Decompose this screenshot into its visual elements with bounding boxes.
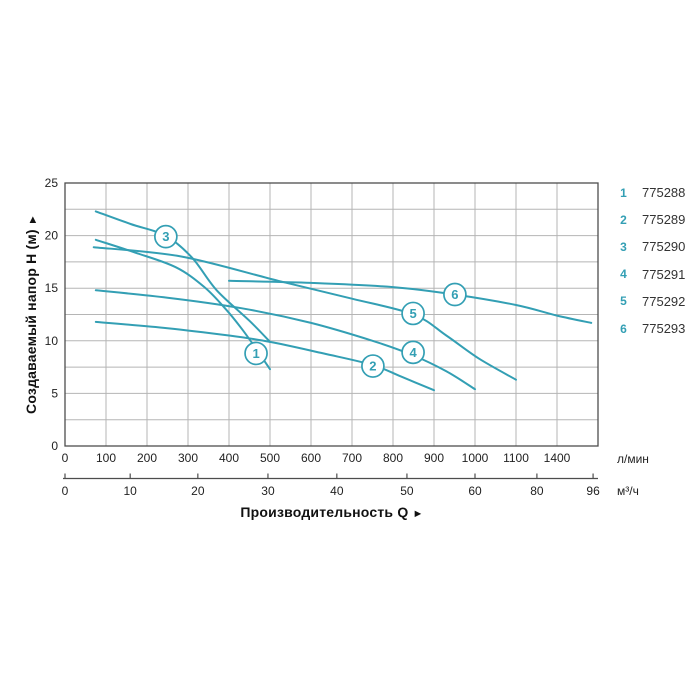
- svg-text:10: 10: [45, 334, 59, 348]
- legend-model: 775291: [642, 266, 686, 282]
- svg-text:200: 200: [137, 451, 157, 465]
- legend-model: 775290: [642, 239, 686, 255]
- y-axis-title: Создаваемый напор H (м) ►: [23, 214, 39, 414]
- svg-text:20: 20: [191, 484, 205, 498]
- svg-text:80: 80: [530, 484, 544, 498]
- x-axis-arrow-icon: ►: [412, 508, 424, 520]
- legend-number-badge: 6: [613, 318, 634, 340]
- chart-border: [64, 182, 599, 447]
- svg-text:5: 5: [409, 306, 416, 321]
- legend-number-badge: 3: [613, 236, 634, 258]
- legend-item-775291: 4 775291: [613, 261, 685, 288]
- svg-text:60: 60: [468, 484, 482, 498]
- curve-775291: [94, 289, 476, 391]
- x-axis-m3h: 0 10 20 30 40 50 60 80 96: [62, 473, 600, 498]
- x-axis-unit-lmin: л/мин: [617, 452, 649, 466]
- x-axis-title-text: Производительность Q: [240, 504, 409, 520]
- svg-text:6: 6: [451, 287, 458, 302]
- curve-label-5: 5: [401, 301, 425, 326]
- svg-text:2: 2: [369, 359, 376, 374]
- curve-775290: [94, 210, 271, 343]
- svg-text:0: 0: [62, 451, 69, 465]
- svg-text:800: 800: [383, 451, 403, 465]
- svg-text:50: 50: [400, 484, 414, 498]
- curve-775292: [92, 246, 517, 381]
- y-axis-ticks: 0 5 10 15 20 25: [45, 176, 59, 453]
- curve-label-4: 4: [401, 340, 425, 365]
- svg-text:1400: 1400: [544, 451, 571, 465]
- svg-text:1000: 1000: [462, 451, 489, 465]
- svg-text:30: 30: [261, 484, 275, 498]
- y-axis-arrow-icon: ►: [27, 214, 39, 226]
- svg-text:5: 5: [51, 386, 58, 400]
- legend-number-badge: 5: [613, 290, 634, 312]
- svg-text:300: 300: [178, 451, 198, 465]
- svg-text:0: 0: [62, 484, 69, 498]
- svg-text:700: 700: [342, 451, 362, 465]
- curve-label-6: 6: [443, 282, 467, 307]
- svg-text:1100: 1100: [503, 451, 529, 465]
- legend-number-badge: 4: [613, 263, 634, 285]
- y-axis-title-text: Создаваемый напор H (м): [23, 229, 39, 414]
- svg-text:40: 40: [330, 484, 344, 498]
- svg-text:1: 1: [252, 346, 259, 361]
- svg-text:4: 4: [409, 345, 417, 360]
- legend-item-775289: 2 775289: [613, 206, 685, 233]
- legend: 1 775288 2 775289 3 775290 4 775291 5 775292 6 7752…: [613, 179, 685, 342]
- legend-number-badge: 1: [613, 182, 634, 204]
- legend-item-775290: 3 775290: [613, 233, 685, 260]
- legend-model: 775288: [642, 185, 686, 201]
- svg-text:20: 20: [45, 229, 59, 243]
- svg-text:25: 25: [45, 176, 59, 190]
- x-axis-unit-m3h: м³/ч: [617, 484, 639, 498]
- svg-text:15: 15: [45, 281, 59, 295]
- curve-775289: [94, 320, 435, 392]
- svg-text:500: 500: [260, 451, 280, 465]
- svg-text:96: 96: [586, 484, 600, 498]
- legend-model: 775292: [642, 293, 686, 309]
- legend-item-775288: 1 775288: [613, 179, 685, 206]
- svg-text:3: 3: [162, 229, 169, 244]
- svg-text:900: 900: [424, 451, 444, 465]
- legend-number-badge: 2: [613, 209, 634, 231]
- svg-text:0: 0: [51, 439, 58, 453]
- curve-label-3: 3: [154, 224, 178, 249]
- svg-text:10: 10: [124, 484, 138, 498]
- chart-grid: [65, 183, 598, 446]
- svg-text:600: 600: [301, 451, 321, 465]
- curve-label-1: 1: [244, 341, 268, 366]
- legend-item-775292: 5 775292: [613, 288, 685, 315]
- svg-text:400: 400: [219, 451, 239, 465]
- x-axis-lmin-ticks: 0 100 200 300 400 500 600 700 800 900 1000 1100 1400: [62, 451, 571, 465]
- svg-text:100: 100: [96, 451, 116, 465]
- legend-item-775293: 6 775293: [613, 315, 685, 342]
- legend-model: 775289: [642, 212, 686, 228]
- legend-model: 775293: [642, 321, 686, 337]
- curve-775288: [94, 238, 271, 371]
- curve-label-2: 2: [361, 354, 385, 378]
- x-axis-title: Производительность Q ►: [240, 504, 423, 520]
